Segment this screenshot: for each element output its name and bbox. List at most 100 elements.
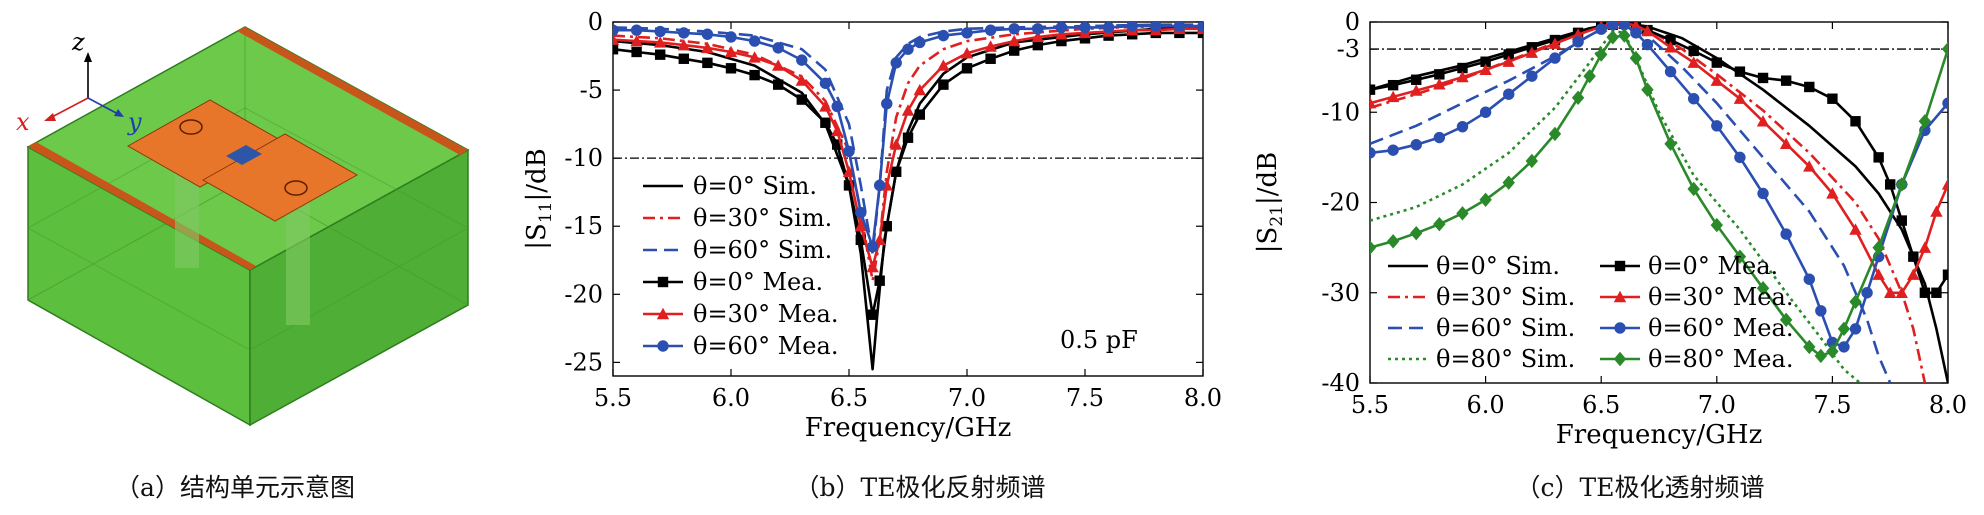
data-point-7-13: [1618, 28, 1631, 43]
data-point-5-8: [796, 54, 808, 66]
chart-annotation: 0.5 pF: [1060, 326, 1138, 354]
data-point-5-16: [1687, 56, 1700, 68]
data-point-6-19: [1757, 187, 1769, 200]
data-point-4-2: [654, 36, 667, 48]
unit-cell-diagram: z x y: [16, 26, 470, 427]
data-point-5-19: [937, 29, 950, 42]
data-point-6-6: [1503, 88, 1515, 100]
data-point-3-22: [1009, 45, 1020, 56]
data-point-4-20: [960, 47, 974, 59]
data-point-5-21: [984, 24, 997, 36]
data-point-3-17: [902, 132, 914, 143]
y-tick-label: -3: [1337, 35, 1360, 63]
data-point-4-19: [1757, 72, 1769, 84]
data-point-3-16: [891, 166, 902, 177]
data-point-3-0: [613, 44, 619, 55]
data-point-5-5: [725, 31, 737, 43]
data-point-5-2: [1410, 84, 1423, 96]
data-point-3-8: [796, 94, 807, 105]
data-point-7-9: [1571, 90, 1585, 106]
data-point-6-5: [1479, 106, 1492, 118]
data-point-4-30: [1942, 269, 1948, 280]
y-tick-label: -20: [1321, 189, 1360, 217]
x-tick-label: 6.5: [1582, 391, 1620, 419]
legend-label-3: θ=0° Mea.: [693, 268, 823, 296]
legend-label-6: θ=60° Mea.: [1648, 314, 1793, 342]
data-point-6-7: [1526, 70, 1538, 82]
data-point-6-10: [1595, 23, 1607, 35]
data-point-4-27: [1908, 251, 1919, 262]
data-point-5-22: [1826, 187, 1839, 199]
data-point-7-15: [1641, 82, 1654, 97]
data-point-4-16: [890, 138, 903, 150]
data-point-4-24: [1055, 28, 1068, 40]
data-point-6-3: [1433, 131, 1446, 144]
data-point-3-25: [1079, 33, 1091, 44]
data-point-5-22: [1008, 23, 1020, 35]
x-tick-label: 7.0: [948, 384, 986, 412]
metal-strip-right: [237, 27, 468, 155]
data-point-5-24: [1055, 22, 1068, 34]
data-point-5-13: [866, 240, 879, 253]
y-axis-label-part: |/dB: [1253, 152, 1283, 205]
data-point-3-12: [855, 234, 866, 246]
data-point-4-24: [1873, 152, 1884, 163]
data-point-4-6: [1503, 49, 1514, 60]
data-point-4-18: [1734, 66, 1746, 77]
s11-chart: 5.5 6.0 6.5 7.0 7.5 8.0 0 -5 -10 -15 -20 -25 Frequen…: [522, 8, 1222, 443]
data-point-7-23: [1814, 348, 1828, 364]
data-point-3-9: [820, 117, 831, 128]
data-point-7-1: [1386, 234, 1400, 249]
data-point-6-18: [1734, 151, 1746, 164]
x-tick-label: 7.5: [1066, 384, 1104, 412]
x-tick-label: 6.5: [830, 384, 868, 412]
data-point-3-19: [938, 79, 949, 90]
data-point-4-15: [1665, 34, 1676, 46]
legend-label-4: θ=30° Mea.: [693, 300, 838, 328]
data-point-3-24: [1056, 35, 1067, 47]
legend-marker: [1613, 351, 1627, 367]
data-point-6-0: [1370, 147, 1376, 159]
data-point-3-1: [631, 46, 642, 58]
data-point-5-17: [1710, 74, 1723, 86]
data-point-4-9: [819, 100, 832, 112]
data-point-3-20: [961, 63, 973, 74]
data-point-5-28: [1918, 241, 1932, 253]
data-point-7-0: [1370, 240, 1377, 255]
legend-label-0: θ=0° Sim.: [693, 172, 817, 200]
legend-marker: [656, 307, 670, 320]
data-point-6-25: [1849, 323, 1862, 335]
data-point-4-28: [1919, 287, 1931, 298]
via-pad-right: [284, 180, 308, 196]
x-tick-label: 5.5: [1351, 391, 1389, 419]
data-point-5-16: [890, 57, 902, 69]
data-point-6-20: [1780, 228, 1792, 240]
data-point-7-26: [1849, 294, 1862, 309]
data-point-3-3: [678, 53, 689, 64]
data-point-6-2: [1410, 139, 1422, 151]
capacitor-gap: [226, 145, 262, 165]
y-tick-label: -30: [1321, 279, 1360, 307]
data-point-4-10: [831, 124, 844, 137]
data-point-7-20: [1756, 281, 1770, 296]
legend-marker: [657, 276, 669, 288]
y-tick-label: -5: [580, 76, 603, 104]
x-tick-label: 7.0: [1698, 391, 1736, 419]
data-point-7-14: [1629, 50, 1643, 66]
data-point-3-4: [702, 57, 713, 69]
data-point-7-5: [1479, 192, 1492, 207]
plot-area: [613, 22, 1203, 371]
data-point-7-24: [1826, 344, 1839, 359]
y-axis-label: |S11|/dB: [522, 148, 556, 250]
data-point-5-9: [1571, 28, 1585, 40]
data-point-7-7: [1525, 153, 1539, 169]
data-point-5-25: [1884, 286, 1897, 298]
data-point-4-26: [1896, 215, 1907, 226]
x-tick-label: 7.5: [1813, 391, 1851, 419]
y-tick-label: -15: [564, 212, 603, 240]
data-point-5-19: [1756, 115, 1770, 127]
x-tick-label: 5.5: [594, 384, 632, 412]
data-point-5-26: [1102, 22, 1115, 34]
data-point-5-15: [881, 97, 893, 110]
legend-label-2: θ=60° Sim.: [1436, 314, 1575, 342]
